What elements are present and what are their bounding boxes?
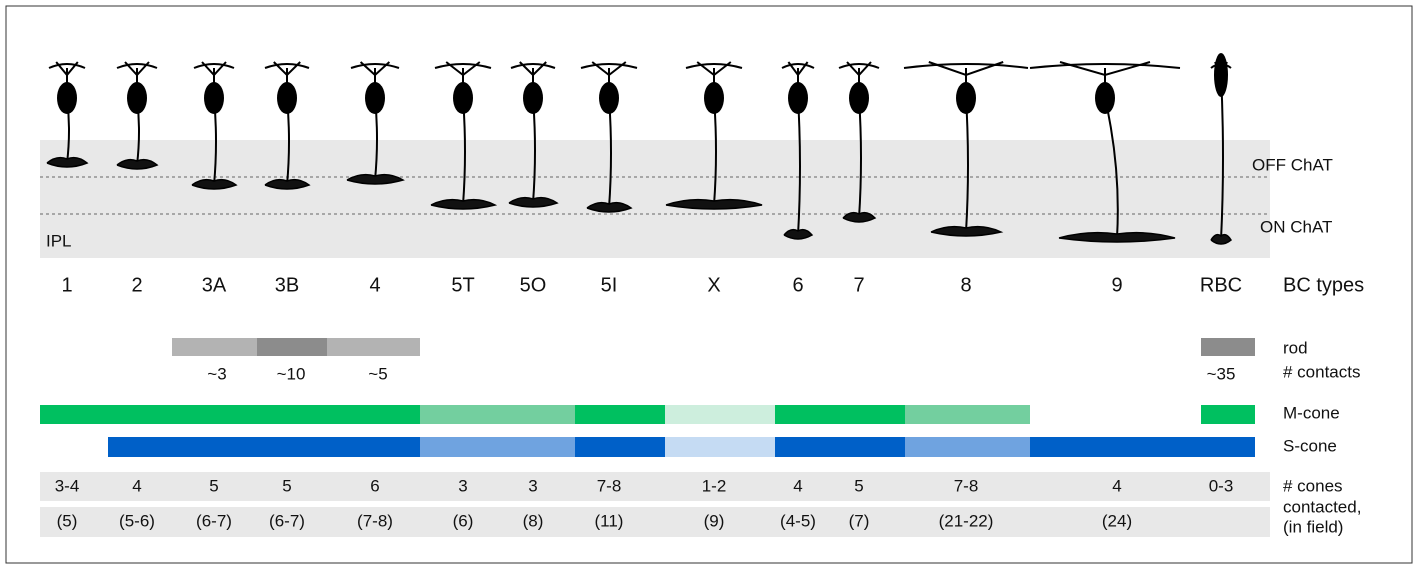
axon-terminal: [843, 213, 875, 222]
rod-bar: [1201, 338, 1255, 356]
on-chat-label: ON ChAT: [1260, 217, 1332, 236]
axon-terminal: [931, 227, 1001, 236]
row-label: (in field): [1283, 517, 1343, 536]
bc-type: X: [707, 274, 720, 296]
off-chat-label: OFF ChAT: [1252, 155, 1333, 174]
axon-terminal: [347, 175, 403, 184]
m-cone-bar: [665, 405, 775, 424]
cones-contacted: 3: [528, 476, 537, 495]
rod-contacts: ~5: [368, 364, 387, 383]
bc-type: RBC: [1200, 274, 1242, 296]
cones-contacted: 3: [458, 476, 467, 495]
m-cone-bar: [40, 405, 420, 424]
cones-in-field: (5): [57, 511, 78, 530]
cones-in-field: (6): [453, 511, 474, 530]
cones-contacted: 4: [132, 476, 141, 495]
cones-in-field: (7): [849, 511, 870, 530]
axon: [375, 98, 377, 180]
m-cone-bars: [40, 405, 1255, 424]
s-cone-bar: [775, 437, 905, 457]
row-label: contacted,: [1283, 497, 1361, 516]
cones-in-field: (24): [1102, 511, 1132, 530]
axon-terminal: [587, 203, 631, 212]
axon-terminal: [1059, 233, 1175, 242]
axon-terminal: [431, 200, 495, 209]
axon-terminal: [117, 160, 157, 169]
s-cone-bar: [575, 437, 665, 457]
row-label: rod: [1283, 338, 1308, 357]
cones-in-field: (9): [704, 511, 725, 530]
axon-terminal: [265, 180, 309, 189]
m-cone-bar: [1201, 405, 1255, 424]
bc-type: 8: [960, 274, 971, 296]
rod-contacts: ~3: [207, 364, 226, 383]
cones-contacted: 1-2: [702, 476, 727, 495]
row-label: # contacts: [1283, 362, 1361, 381]
bc-type: 5T: [451, 274, 474, 296]
cones-contacted: 5: [282, 476, 291, 495]
axon-terminal: [1211, 235, 1231, 244]
cones-contacted: 7-8: [954, 476, 979, 495]
bc-type: 1: [61, 274, 72, 296]
cones-contacted: 0-3: [1209, 476, 1234, 495]
axon: [67, 98, 69, 163]
cones-in-field: (5-6): [119, 511, 155, 530]
row-label: M-cone: [1283, 403, 1340, 422]
cones-band: [40, 472, 1270, 501]
row-label: # cones: [1283, 476, 1343, 495]
rod-bar: [327, 338, 420, 356]
s-cone-bar: [905, 437, 1030, 457]
cones-in-field: (6-7): [269, 511, 305, 530]
axon-terminal: [47, 158, 87, 167]
cones-contacted: 7-8: [597, 476, 622, 495]
cones-in-field: (21-22): [939, 511, 994, 530]
cones-contacted: 4: [793, 476, 802, 495]
cones-in-field: (11): [595, 511, 624, 530]
s-cone-bar: [420, 437, 575, 457]
axon-terminal: [192, 180, 236, 189]
axon-terminal: [666, 200, 762, 209]
bc-type: 3A: [202, 274, 227, 296]
cones-in-field: (8): [523, 511, 544, 530]
m-cone-bar: [575, 405, 665, 424]
cones-contacted: 6: [370, 476, 379, 495]
axon-terminal: [509, 198, 557, 207]
rod-bars: [172, 338, 1255, 356]
s-cone-bars: [108, 437, 1255, 457]
row-label: BC types: [1283, 274, 1364, 296]
bc-type: 9: [1111, 274, 1122, 296]
bc-type: 5O: [520, 274, 547, 296]
m-cone-bar: [775, 405, 905, 424]
rod-contacts: ~10: [277, 364, 306, 383]
axon-terminal: [784, 230, 812, 239]
cones-contacted: 3-4: [55, 476, 80, 495]
bc-type: 6: [792, 274, 803, 296]
s-cone-bar: [1030, 437, 1255, 457]
bc-type: 5I: [601, 274, 618, 296]
m-cone-bar: [420, 405, 575, 424]
bc-type: 4: [369, 274, 380, 296]
bc-type: 2: [131, 274, 142, 296]
axon: [137, 98, 139, 165]
cones-contacted: 5: [209, 476, 218, 495]
bc-type: 7: [853, 274, 864, 296]
rod-bar: [257, 338, 327, 356]
row-label: S-cone: [1283, 436, 1337, 455]
cones-contacted: 4: [1112, 476, 1121, 495]
cones-in-field: (7-8): [357, 511, 393, 530]
cones-in-field: (6-7): [196, 511, 232, 530]
s-cone-bar: [665, 437, 775, 457]
m-cone-bar: [905, 405, 1030, 424]
figure: OFF ChAT ON ChAT IPL BC types rod # cont…: [0, 0, 1419, 571]
cones-in-field: (4-5): [780, 511, 816, 530]
bc-type: 3B: [275, 274, 299, 296]
ipl-label: IPL: [46, 231, 72, 250]
cones-contacted: 5: [854, 476, 863, 495]
rod-bar: [172, 338, 257, 356]
rod-contacts: ~35: [1207, 364, 1236, 383]
s-cone-bar: [108, 437, 420, 457]
